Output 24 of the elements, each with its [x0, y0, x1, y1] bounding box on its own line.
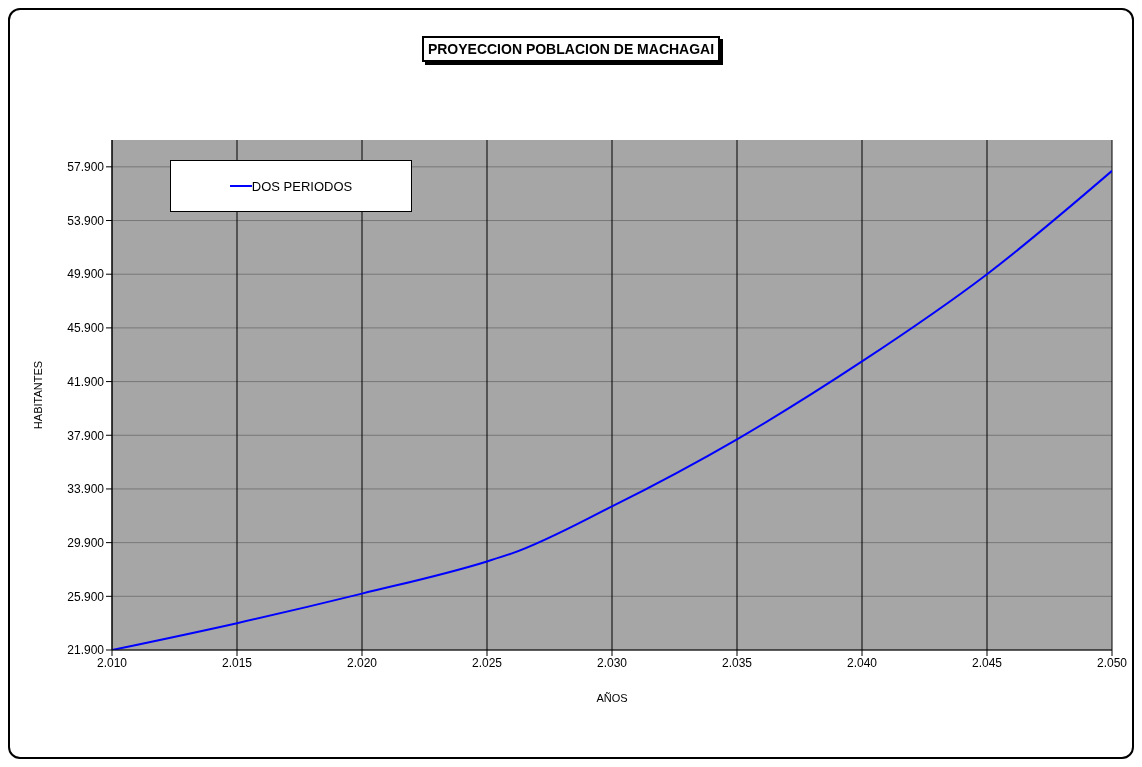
x-tick-label: 2.050: [1096, 655, 1128, 670]
x-tick-label: 2.015: [221, 655, 253, 670]
x-tick-label: 2.030: [596, 655, 628, 670]
y-tick-label: 25.900: [67, 589, 105, 604]
y-tick-label: 41.900: [67, 374, 105, 389]
x-axis-title: AÑOS: [596, 692, 628, 704]
y-tick-label: 21.900: [67, 643, 105, 658]
y-tick-label: 57.900: [67, 160, 105, 175]
y-tick-label: 45.900: [67, 321, 105, 336]
y-tick-label: 49.900: [67, 267, 105, 282]
y-tick-label: 53.900: [67, 213, 105, 228]
x-tick-label: 2.045: [971, 655, 1003, 670]
y-tick-label: 33.900: [67, 482, 105, 497]
chart-title: PROYECCION POBLACION DE MACHAGAI: [421, 36, 721, 62]
legend-label: DOS PERIODOS: [251, 178, 353, 194]
x-tick-label: 2.010: [96, 655, 128, 670]
legend-frame: DOS PERIODOS: [170, 160, 412, 212]
y-tick-label: 29.900: [67, 535, 105, 550]
y-tick-label: 37.900: [67, 428, 105, 443]
x-tick-label: 2.025: [471, 655, 503, 670]
x-tick-label: 2.035: [721, 655, 753, 670]
x-tick-label: 2.020: [346, 655, 378, 670]
x-tick-label: 2.040: [846, 655, 878, 670]
y-axis-title: HABITANTES: [31, 360, 44, 430]
